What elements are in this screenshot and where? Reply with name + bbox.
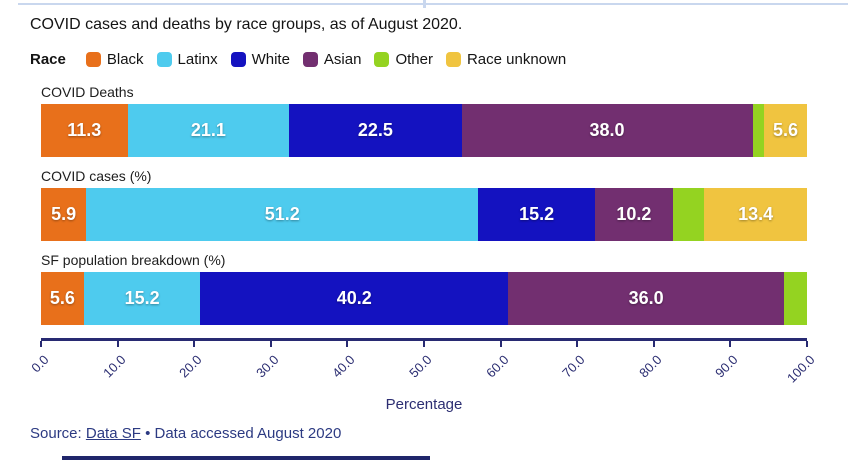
axis-tick <box>806 341 808 347</box>
axis-tick <box>40 341 42 347</box>
bar-segment-white: 40.2 <box>200 272 509 325</box>
bar-segment-asian: 36.0 <box>508 272 784 325</box>
segment-value: 5.6 <box>49 288 75 308</box>
x-axis-title: Percentage <box>385 396 463 413</box>
segment-value: 15.2 <box>124 288 160 308</box>
axis-tick <box>116 341 119 347</box>
segment-value: 10.2 <box>616 204 652 224</box>
bar-segment-latinx: 21.1 <box>127 104 290 157</box>
legend-swatch-white <box>230 52 246 67</box>
segment-value: 36.0 <box>628 288 664 308</box>
legend-item-label: Latinx <box>177 51 218 68</box>
segment-value: 21.1 <box>190 120 226 140</box>
source-suffix: • Data accessed August 2020 <box>140 425 342 442</box>
segment-value: 11.3 <box>67 120 102 140</box>
legend-label: Race <box>30 51 66 68</box>
row-label: COVID Deaths <box>41 84 134 100</box>
segment-value: 40.2 <box>336 288 372 308</box>
segment-value: 38.0 <box>589 120 625 140</box>
axis-tick-label: 80.0 <box>635 352 665 381</box>
axis-tick-label: 100.0 <box>783 352 818 386</box>
axis-tick <box>346 341 349 347</box>
axis-tick <box>652 341 655 347</box>
legend-swatch-other <box>374 52 390 67</box>
chart-title: COVID cases and deaths by race groups, a… <box>30 16 463 33</box>
legend-item-label: Asian <box>323 51 362 68</box>
segment-value: 13.4 <box>738 204 774 224</box>
bar-segment-black: 5.9 <box>41 188 87 241</box>
bottom-divider <box>62 456 430 460</box>
row-label: COVID cases (%) <box>41 168 152 184</box>
axis-tick-label: 30.0 <box>252 352 282 381</box>
bar-segment-latinx: 15.2 <box>83 272 201 325</box>
legend-item-latinx: Latinx <box>156 51 218 68</box>
row-label: SF population breakdown (%) <box>41 252 226 268</box>
axis-tick <box>499 341 502 347</box>
bar-segment-latinx: 51.2 <box>86 188 479 241</box>
legend-swatch-latinx <box>156 52 172 67</box>
legend-item-label: Other <box>395 51 433 68</box>
bar-segment-black: 11.3 <box>41 104 128 157</box>
segment-value: 5.9 <box>51 204 77 224</box>
axis-tick-label: 60.0 <box>482 352 512 381</box>
axis-tick-label: 20.0 <box>176 352 205 381</box>
axis-tick-label: 70.0 <box>559 352 588 381</box>
segment-value: 22.5 <box>357 120 393 140</box>
segment-value: 51.2 <box>264 204 300 224</box>
axis-tick <box>576 341 579 347</box>
legend-item-black: Black <box>85 51 144 68</box>
legend-item-other: Other <box>374 51 433 68</box>
axis-tick-label: 50.0 <box>406 352 435 381</box>
bar-segment-asian: 10.2 <box>594 188 673 241</box>
segment-value: 15.2 <box>519 204 555 224</box>
axis-tick <box>423 341 425 347</box>
legend-items: Black Latinx White Asian Other Race unknown <box>85 51 579 68</box>
bar-segment-white: 22.5 <box>289 104 462 157</box>
bar-segment-other <box>783 272 807 325</box>
source-prefix: Source: <box>30 425 86 442</box>
legend-item-race-unknown: Race unknown <box>445 51 567 68</box>
stacked-bar: 5.6 15.2 40.2 36.0 <box>41 272 807 325</box>
axis-tick-label: 40.0 <box>329 352 358 381</box>
bar-segment-race-unknown: 5.6 <box>764 104 807 157</box>
axis-tick-label: 10.0 <box>99 352 129 381</box>
bar-segment-white: 15.2 <box>478 188 595 241</box>
legend-swatch-asian <box>302 52 318 67</box>
stacked-bar: 11.3 21.1 22.5 38.0 5.6 <box>41 104 807 157</box>
stacked-bar-chart: COVID Deaths 11.3 21.1 22.5 38.0 5.6 COVID cas… <box>41 84 807 336</box>
stacked-bar: 5.9 51.2 15.2 10.2 13.4 <box>41 188 807 241</box>
axis-tick <box>269 341 272 347</box>
chart-row-covid-deaths: COVID Deaths 11.3 21.1 22.5 38.0 5.6 <box>41 84 807 157</box>
bar-segment-black: 5.6 <box>41 272 84 325</box>
axis-tick <box>193 341 196 347</box>
legend-item-label: White <box>251 51 290 68</box>
x-axis: 0.0 10.0 20.0 30.0 40.0 50.0 60.0 70.0 80.0 90.0 1… <box>28 338 818 386</box>
segment-value: 5.6 <box>773 120 799 140</box>
legend-swatch-black <box>85 52 101 67</box>
source-link[interactable]: Data SF <box>85 425 141 442</box>
top-divider-notch <box>423 0 426 8</box>
bar-segment-other <box>672 188 705 241</box>
top-divider <box>18 0 848 8</box>
legend-item-white: White <box>230 51 290 68</box>
bar-segment-race-unknown: 13.4 <box>704 188 807 241</box>
chart-row-sf-population-breakdown: SF population breakdown (%) 5.6 15.2 40.2 36… <box>41 252 807 325</box>
legend: Race Black Latinx White Asian Other Race unkn… <box>30 51 579 68</box>
legend-item-label: Black <box>106 51 144 68</box>
source-line: Source: Data SF • Data accessed August 2… <box>30 425 341 442</box>
bar-segment-asian: 38.0 <box>461 104 753 157</box>
legend-item-label: Race unknown <box>466 51 567 68</box>
axis-tick-label: 0.0 <box>28 352 52 376</box>
axis-tick-label: 90.0 <box>712 352 741 381</box>
legend-item-asian: Asian <box>302 51 362 68</box>
chart-row-covid-cases: COVID cases (%) 5.9 51.2 15.2 10.2 13.4 <box>41 168 807 241</box>
axis-tick <box>729 341 732 347</box>
legend-swatch-race-unknown <box>445 52 461 67</box>
bar-segment-other <box>752 104 765 157</box>
